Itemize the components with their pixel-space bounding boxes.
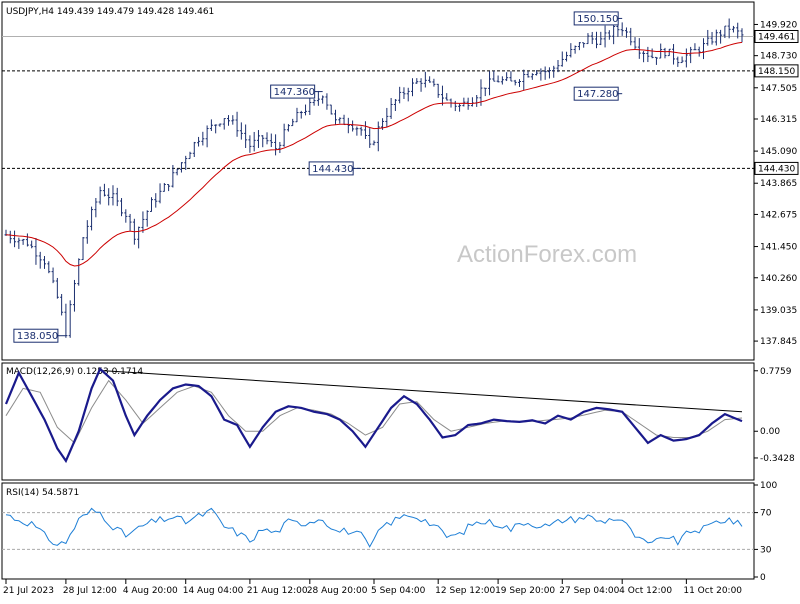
annotation-box: [13, 328, 59, 343]
price-y-tick-label: 149.920: [760, 20, 797, 30]
macd-y-axis: 0.7759 0.00 -0.3428: [754, 367, 795, 464]
macd-trendline: [100, 369, 743, 413]
x-tick-label: 28 Jul 12:00: [63, 586, 117, 596]
x-tick-label: 21 Aug 12:00: [247, 586, 308, 596]
macd-main-line: [4, 367, 743, 464]
watermark: ActionForex.com: [457, 241, 637, 268]
macd-panel-frame: [1, 362, 755, 481]
rsi-panel-title: RSI(14) 54.5871: [6, 488, 79, 498]
price-y-tick-label: 145.090: [760, 147, 797, 157]
annotation-label: 144.430: [312, 164, 353, 175]
price-y-axis: 149.920 148.730 147.505 146.315 145.090 143.8…: [754, 20, 797, 347]
annotation-label: 147.280: [577, 89, 618, 100]
price-y-tick-label: 146.315: [760, 115, 797, 125]
x-tick-label: 27 Sep 04:00: [559, 586, 619, 596]
price-level-box: [754, 64, 799, 78]
x-tick-label: 12 Sep 12:00: [435, 586, 495, 596]
price-panel-frame: [1, 1, 755, 361]
price-y-tick-label: 142.675: [760, 210, 797, 220]
rsi-panel-frame: [1, 482, 755, 580]
x-tick-label: 28 Aug 20:00: [307, 586, 368, 596]
annotation-box: [308, 161, 354, 176]
x-axis: 21 Jul 2023 28 Jul 12:00 4 Aug 20:00 14 Aug…: [3, 579, 742, 596]
x-tick-label: 14 Aug 04:00: [183, 586, 244, 596]
price-candles: [4, 18, 744, 338]
price-level-label: 144.430: [758, 164, 795, 174]
annotation-box: [573, 86, 619, 101]
macd-panel-title: MACD(12,26,9) 0.1253 0.1714: [6, 367, 143, 377]
rsi-y-tick-label: 70: [760, 509, 772, 519]
rsi-y-axis: 100 70 30 0: [754, 481, 777, 583]
price-y-tick-label: 147.505: [760, 84, 797, 94]
x-tick-label: 11 Oct 20:00: [683, 586, 742, 596]
macd-y-tick-label: 0.00: [760, 427, 780, 437]
annotation-box: [270, 84, 316, 99]
x-tick-label: 4 Oct 12:00: [619, 586, 672, 596]
current-price-box: [754, 29, 799, 43]
moving-average-line: [5, 41, 743, 267]
rsi-levels: [2, 512, 754, 550]
current-price-label: 149.461: [758, 32, 795, 42]
macd-y-tick-label: -0.3428: [760, 454, 795, 464]
rsi-y-tick-label: 0: [760, 573, 766, 583]
rsi-y-tick-label: 30: [760, 545, 772, 555]
price-y-tick-label: 141.450: [760, 243, 797, 253]
annotation-label: 150.150: [577, 14, 618, 25]
annotation-label: 147.360: [274, 87, 315, 98]
price-levels: 148.150 144.430 149.461: [2, 29, 799, 175]
x-tick-label: 19 Sep 20:00: [495, 586, 555, 596]
rsi-y-tick-label: 100: [760, 481, 777, 491]
x-tick-label: 21 Jul 2023: [3, 586, 54, 596]
price-y-tick-label: 139.035: [760, 306, 797, 316]
price-y-tick-label: 140.260: [760, 274, 797, 284]
price-y-tick-label: 137.845: [760, 337, 797, 347]
price-y-tick-label: 148.730: [760, 52, 797, 62]
price-y-tick-label: 143.865: [760, 179, 797, 189]
x-tick-label: 5 Sep 04:00: [371, 586, 426, 596]
price-annotations: 150.150 147.360 147.280 144.430 138.050: [13, 11, 623, 343]
annotation-box: [573, 11, 619, 26]
annotation-label: 138.050: [17, 331, 58, 342]
price-panel-title: USDJPY,H4 149.439 149.479 149.428 149.46…: [6, 7, 214, 17]
price-level-box: [754, 161, 799, 175]
x-tick-label: 4 Aug 20:00: [123, 586, 178, 596]
price-level-label: 148.150: [758, 67, 795, 77]
macd-y-tick-label: 0.7759: [760, 367, 792, 377]
rsi-line: [5, 507, 743, 548]
